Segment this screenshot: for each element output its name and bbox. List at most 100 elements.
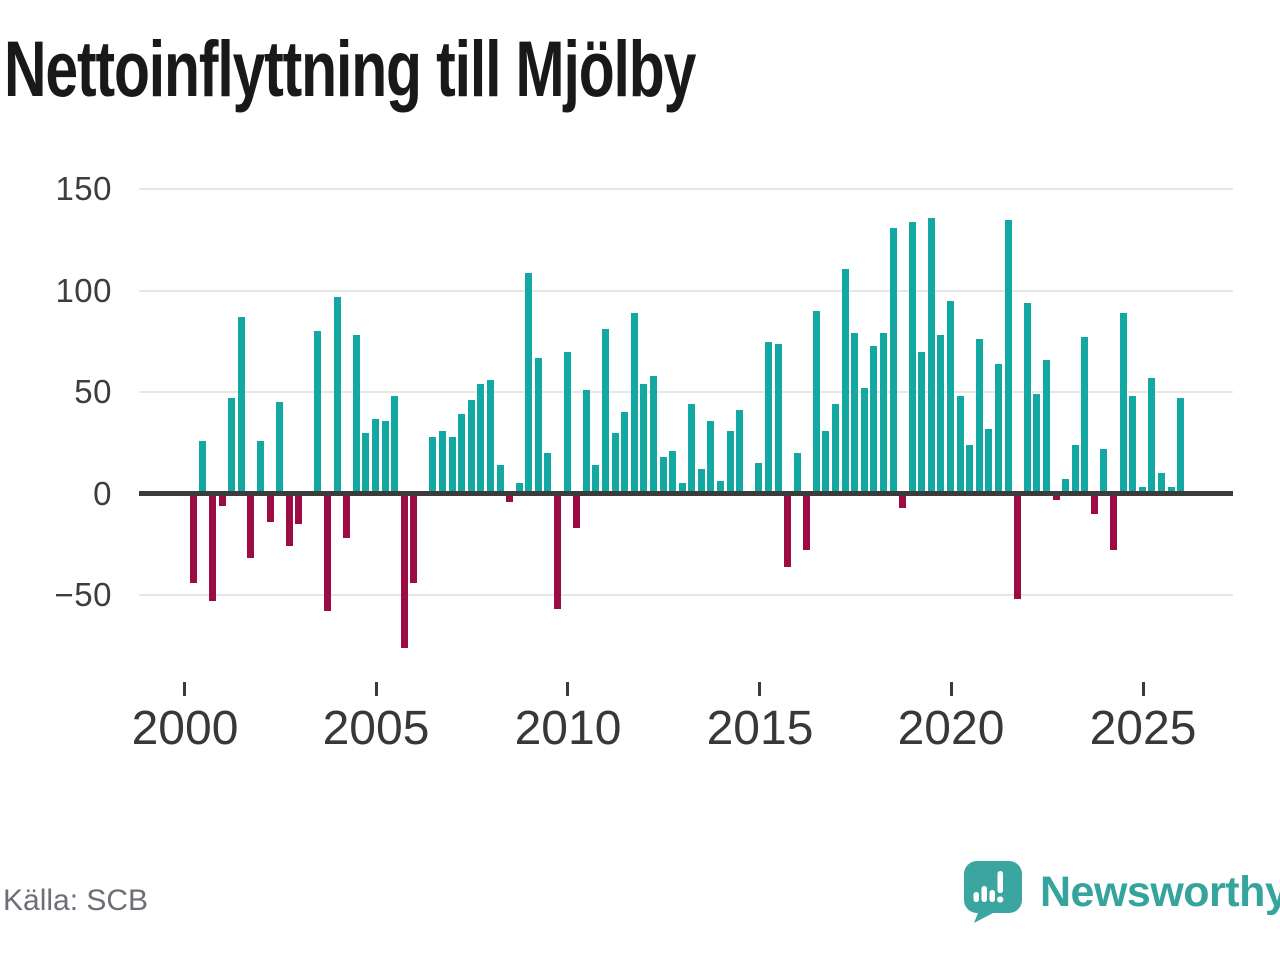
bar-2001-Q2 <box>237 317 245 494</box>
bar-2007-Q3 <box>477 384 485 494</box>
bar-2021-Q4 <box>1023 303 1031 494</box>
bar-2001-Q1 <box>228 398 236 494</box>
bar-2013-Q1 <box>688 404 696 494</box>
bar-2000-Q3 <box>209 493 216 601</box>
bar-2009-Q4 <box>563 351 571 494</box>
bar-2008-Q3 <box>515 483 523 494</box>
bar-2001-Q3 <box>247 493 255 559</box>
bar-2024-Q4 <box>1138 487 1146 494</box>
x-axis-tick-2015 <box>758 682 761 696</box>
bar-2002-Q4 <box>295 493 303 524</box>
bar-2017-Q3 <box>860 388 868 494</box>
newsworthy-logo: Newsworthy <box>962 860 1280 924</box>
x-axis-label-2020: 2020 <box>897 702 1005 755</box>
bar-2019-Q1 <box>918 351 926 494</box>
x-axis-tick-2010 <box>566 682 569 696</box>
bar-2019-Q2 <box>927 217 935 494</box>
y-axis-label-50: 50 <box>74 373 112 410</box>
bar-2007-Q4 <box>486 380 494 494</box>
bar-2014-Q1 <box>726 430 734 494</box>
bar-2022-Q3 <box>1052 493 1060 500</box>
page-title: Nettoinflyttning till Mjölby <box>4 24 696 113</box>
bar-2005-Q2 <box>391 396 399 494</box>
bar-2011-Q1 <box>611 432 619 494</box>
bar-2004-Q3 <box>362 432 370 494</box>
bar-2024-Q3 <box>1129 396 1137 494</box>
bar-2010-Q1 <box>573 493 581 528</box>
x-axis-label-2005: 2005 <box>322 702 430 755</box>
bar-2013-Q3 <box>707 420 715 494</box>
bar-2025-Q4 <box>1177 398 1185 494</box>
bar-2017-Q2 <box>851 333 859 494</box>
newsworthy-speech-bubble-chart-icon <box>964 861 1022 923</box>
bar-2006-Q3 <box>439 430 446 494</box>
bar-2006-Q2 <box>429 436 437 494</box>
bar-2005-Q1 <box>381 420 389 494</box>
bar-2005-Q4 <box>410 493 418 583</box>
bar-2016-Q2 <box>812 311 820 494</box>
bar-2010-Q4 <box>602 329 609 494</box>
bar-2016-Q1 <box>803 493 811 551</box>
bar-2011-Q3 <box>630 313 638 494</box>
bar-2025-Q1 <box>1148 378 1156 494</box>
bar-2000-Q4 <box>218 493 226 506</box>
bar-2008-Q4 <box>525 272 533 494</box>
bar-2009-Q2 <box>544 453 552 494</box>
bar-2012-Q3 <box>669 450 677 494</box>
bar-2006-Q4 <box>448 436 456 494</box>
y-axis-label-150: 150 <box>55 170 112 207</box>
bar-2010-Q3 <box>592 465 600 494</box>
bar-2024-Q2 <box>1119 313 1127 494</box>
y-axis-label-100: 100 <box>55 272 112 309</box>
bar-2011-Q4 <box>640 384 648 494</box>
bar-2000-Q1 <box>189 493 197 583</box>
zero-axis-line <box>139 491 1233 496</box>
bar-2023-Q3 <box>1090 493 1098 514</box>
gridline-150 <box>139 188 1233 190</box>
bar-2007-Q2 <box>467 400 475 494</box>
bar-2002-Q3 <box>285 493 293 547</box>
bar-2021-Q2 <box>1004 219 1012 494</box>
bar-2014-Q2 <box>736 410 744 494</box>
bar-2007-Q1 <box>458 414 466 494</box>
bar-2018-Q2 <box>889 228 897 494</box>
bar-2025-Q2 <box>1157 473 1165 494</box>
bar-2018-Q4 <box>908 221 916 494</box>
x-axis-label-2010: 2010 <box>514 702 622 755</box>
bar-2015-Q1 <box>764 341 772 494</box>
x-axis-tick-2005 <box>375 682 378 696</box>
x-axis-label-2025: 2025 <box>1089 702 1197 755</box>
gridline--50 <box>139 594 1233 596</box>
gridline-100 <box>139 290 1233 292</box>
bar-2001-Q4 <box>256 440 264 494</box>
bar-2022-Q1 <box>1033 394 1041 494</box>
bar-2004-Q4 <box>371 418 379 494</box>
bar-2015-Q3 <box>784 493 792 567</box>
y-axis-label--50: −50 <box>54 576 112 613</box>
bar-2021-Q3 <box>1014 493 1022 599</box>
bar-2022-Q4 <box>1062 479 1069 494</box>
bar-2016-Q4 <box>832 404 839 494</box>
bar-2015-Q4 <box>793 453 801 494</box>
bar-2002-Q2 <box>276 402 284 494</box>
bar-2003-Q3 <box>324 493 331 612</box>
bar-2011-Q2 <box>621 412 629 494</box>
bar-2024-Q1 <box>1110 493 1117 551</box>
bar-2020-Q2 <box>966 444 974 494</box>
x-axis-tick-2020 <box>950 682 953 696</box>
bar-2013-Q2 <box>697 469 705 494</box>
bar-2018-Q3 <box>899 493 907 508</box>
bar-2002-Q1 <box>266 493 274 522</box>
bar-2021-Q1 <box>994 363 1002 494</box>
bar-2009-Q3 <box>554 493 561 609</box>
bar-2003-Q4 <box>333 296 341 494</box>
bar-2023-Q4 <box>1100 448 1108 494</box>
x-axis-label-2000: 2000 <box>131 702 239 755</box>
bar-2000-Q2 <box>199 440 207 494</box>
bar-2018-Q1 <box>879 333 887 494</box>
bar-2020-Q3 <box>975 339 983 494</box>
bar-2010-Q2 <box>582 390 590 494</box>
gridline-50 <box>139 391 1233 393</box>
